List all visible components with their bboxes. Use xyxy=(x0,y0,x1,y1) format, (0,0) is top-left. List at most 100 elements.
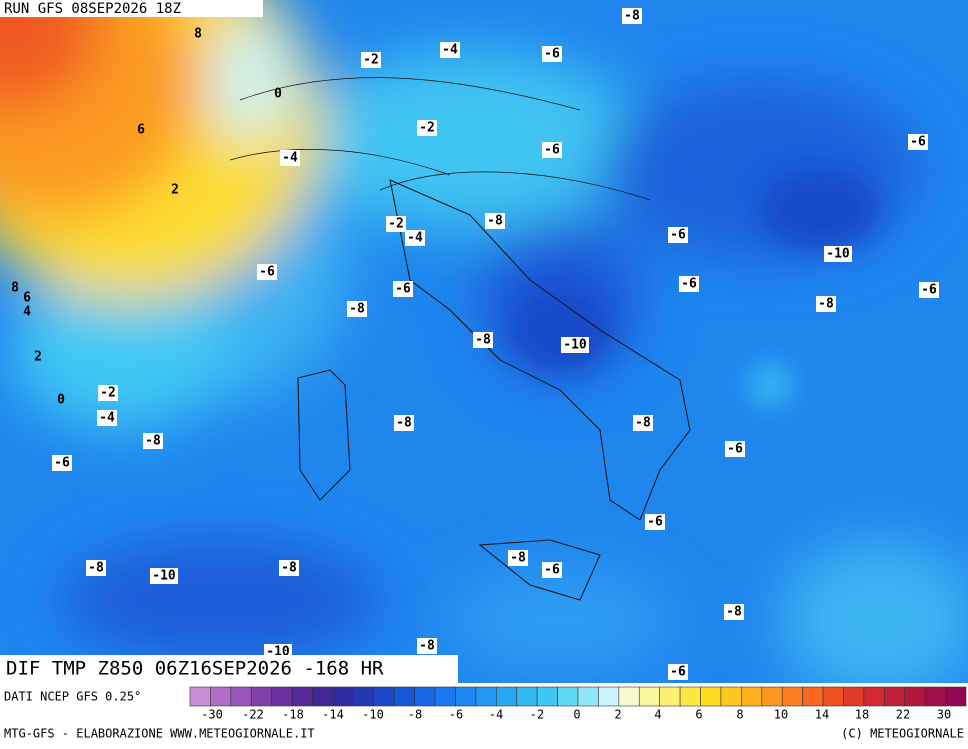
label-bg xyxy=(561,337,589,353)
colorbar-tick: -4 xyxy=(489,708,503,722)
run-box xyxy=(0,0,263,17)
contour-label: -6 xyxy=(544,143,560,158)
label-bg xyxy=(361,52,381,68)
label-bg xyxy=(919,282,939,298)
contour-label: -8 xyxy=(475,333,491,348)
colorbar-tick: -2 xyxy=(530,708,544,722)
contour-label: -8 xyxy=(281,561,297,576)
colorbar-box xyxy=(638,686,660,707)
colorbar-box xyxy=(434,686,456,707)
colorbar-box xyxy=(781,686,803,707)
contour-label: -6 xyxy=(727,442,743,457)
label-bg xyxy=(485,213,505,229)
label-bg xyxy=(417,120,437,136)
label-bg xyxy=(668,664,688,680)
colorbar-box xyxy=(353,686,375,707)
label-bg xyxy=(724,604,744,620)
contour-label: -6 xyxy=(395,282,411,297)
colorbar-box xyxy=(536,686,558,707)
colorbar-box xyxy=(475,686,497,707)
colorbar-box xyxy=(802,686,824,707)
contour-label: 0 xyxy=(57,393,65,408)
credit-left: MTG-GFS - ELABORAZIONE WWW.METEOGIORNALE… xyxy=(4,727,315,741)
label-bg xyxy=(633,415,653,431)
colorbar-box xyxy=(230,686,252,707)
contour-label: 6 xyxy=(23,291,31,306)
colorbar-tick: -8 xyxy=(408,708,422,722)
label-bg xyxy=(257,264,277,280)
contour-label: -6 xyxy=(544,563,560,578)
map-field xyxy=(0,0,968,683)
contour-label: -2 xyxy=(100,386,116,401)
contour-label: 2 xyxy=(34,350,42,365)
label-bg xyxy=(622,8,642,24)
contour-label: -8 xyxy=(635,416,651,431)
colorbar-box xyxy=(659,686,681,707)
colorbar-tick: -30 xyxy=(201,708,223,722)
contour-label: -4 xyxy=(442,43,458,58)
label-bg xyxy=(98,385,118,401)
label-bg xyxy=(473,332,493,348)
contour-label: -4 xyxy=(99,411,115,426)
colorbar-box xyxy=(189,686,211,707)
contour-label: -2 xyxy=(419,121,435,136)
contour-label: -8 xyxy=(818,297,834,312)
colorbar-box xyxy=(414,686,436,707)
colorbar-box xyxy=(250,686,272,707)
colorbar-box xyxy=(393,686,415,707)
contour-label: -8 xyxy=(396,416,412,431)
contour-label: -6 xyxy=(544,47,560,62)
colorbar-tick: -6 xyxy=(449,708,463,722)
colorbar-tick: 6 xyxy=(695,708,702,722)
contour-label: 8 xyxy=(194,27,202,42)
colorbar-box xyxy=(843,686,865,707)
contour-label: 8 xyxy=(11,281,19,296)
border xyxy=(229,77,651,201)
colorbar-box xyxy=(618,686,640,707)
label-bg xyxy=(97,410,117,426)
colorbar-tick: -14 xyxy=(322,708,344,722)
contour-label: -6 xyxy=(259,265,275,280)
colorbar-tick: -10 xyxy=(362,708,384,722)
colorbar-box xyxy=(720,686,742,707)
contour-label: -8 xyxy=(419,639,435,654)
label-bg xyxy=(347,301,367,317)
colorbar-tick: -18 xyxy=(282,708,304,722)
label-bg xyxy=(280,150,300,166)
colorbar-tick: 10 xyxy=(774,708,788,722)
colorbar-box xyxy=(516,686,538,707)
source-label: DATI NCEP GFS 0.25° xyxy=(4,690,141,704)
label-bg xyxy=(52,455,72,471)
contour-label: -8 xyxy=(145,434,161,449)
contour-label: -10 xyxy=(563,338,587,353)
label-bg xyxy=(393,281,413,297)
colorbar-box xyxy=(822,686,844,707)
contour-label: -6 xyxy=(910,135,926,150)
colorbar-box xyxy=(924,686,946,707)
contour-label: 0 xyxy=(274,87,282,102)
contour-label: -6 xyxy=(681,277,697,292)
colorbar-box xyxy=(863,686,885,707)
run-label: RUN GFS 08SEP2026 18Z xyxy=(4,1,181,17)
label-bg xyxy=(816,296,836,312)
label-bg xyxy=(668,227,688,243)
label-bg xyxy=(394,415,414,431)
contour-label: -2 xyxy=(363,53,379,68)
contour-label: -4 xyxy=(282,151,298,166)
colorbar-box xyxy=(904,686,926,707)
label-bg xyxy=(417,638,437,654)
contour-label: -6 xyxy=(921,283,937,298)
contour-label: -8 xyxy=(487,214,503,229)
colorbar-tick: 4 xyxy=(654,708,661,722)
colorbar-box xyxy=(291,686,313,707)
colorbar-box xyxy=(577,686,599,707)
colorbar-box xyxy=(945,686,967,707)
colorbar-box xyxy=(679,686,701,707)
label-bg xyxy=(143,433,163,449)
contour-label: -10 xyxy=(152,569,176,584)
contour-label: -8 xyxy=(624,9,640,24)
label-bg xyxy=(542,562,562,578)
credit-right: (C) METEOGIORNALE xyxy=(841,727,964,741)
label-bg xyxy=(645,514,665,530)
